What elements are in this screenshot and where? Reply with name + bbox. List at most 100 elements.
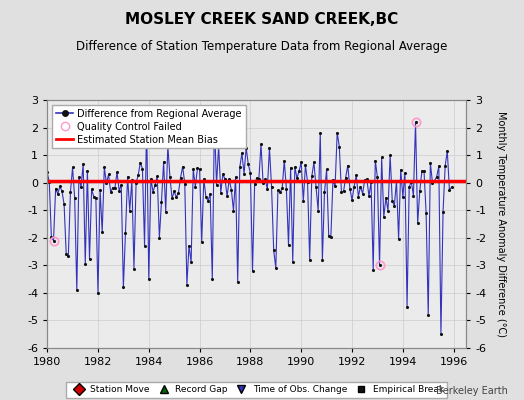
Y-axis label: Monthly Temperature Anomaly Difference (°C): Monthly Temperature Anomaly Difference (… [496,111,506,337]
Point [392,178,401,184]
Point [403,304,411,310]
Text: Berkeley Earth: Berkeley Earth [436,386,508,396]
Point [348,197,356,203]
Point [340,188,348,195]
Point [45,179,53,185]
Point [261,176,269,182]
Point [198,239,206,245]
Point [204,198,212,204]
Point [422,210,430,216]
Point [60,201,68,208]
Point [434,163,443,169]
Point [409,192,418,199]
Point [335,144,344,150]
Point [287,164,295,171]
Point [352,172,361,179]
Point [64,253,72,259]
Point [373,174,381,180]
Point [381,195,390,201]
Point [151,182,159,188]
Point [179,163,187,170]
Point [257,141,265,148]
Point [202,194,210,200]
Point [308,173,316,180]
Point [168,195,176,202]
Point [100,164,108,171]
Point [329,176,337,183]
Point [174,190,182,196]
Point [390,202,399,209]
Point [331,183,339,190]
Point [413,220,422,227]
Point [187,259,195,266]
Point [83,168,92,174]
Point [333,129,342,136]
Point [416,188,424,194]
Point [58,188,66,194]
Point [96,186,104,193]
Point [102,180,111,186]
Point [344,162,352,169]
Point [271,265,280,271]
Point [276,189,284,196]
Point [98,229,106,235]
Point [439,208,447,215]
Point [166,174,174,180]
Point [181,180,189,187]
Point [310,159,318,166]
Point [375,262,384,268]
Point [432,174,441,180]
Point [138,165,147,172]
Point [43,169,51,176]
Point [88,186,96,192]
Point [295,168,303,174]
Point [316,130,324,136]
Point [350,183,358,190]
Point [200,176,208,182]
Point [278,185,286,192]
Point [303,179,312,185]
Point [407,178,416,185]
Point [75,174,83,180]
Point [384,208,392,214]
Point [92,195,100,201]
Point [299,198,308,204]
Point [163,142,172,149]
Point [324,233,333,239]
Point [255,176,263,182]
Point [172,194,180,200]
Point [183,282,191,288]
Point [68,164,77,171]
Point [361,177,369,183]
Point [291,164,299,170]
Point [47,234,56,240]
Point [312,184,320,190]
Text: MOSLEY CREEK SAND CREEK,BC: MOSLEY CREEK SAND CREEK,BC [125,12,399,27]
Point [395,236,403,242]
Point [379,214,388,220]
Point [418,168,426,174]
Point [225,176,233,182]
Point [227,186,236,193]
Point [244,161,253,168]
Point [436,331,445,338]
Point [117,182,125,188]
Point [216,189,225,196]
Point [265,145,274,151]
Text: Difference of Station Temperature Data from Regional Average: Difference of Station Temperature Data f… [77,40,447,53]
Point [85,256,94,262]
Point [90,194,98,200]
Point [282,186,291,192]
Point [124,174,132,180]
Point [301,162,310,168]
Point [405,184,413,190]
Point [195,166,204,172]
Point [219,171,227,178]
Point [134,172,143,178]
Point [53,191,62,197]
Point [240,170,248,177]
Point [371,157,379,164]
Point [280,157,289,164]
Point [248,268,257,274]
Point [236,164,244,170]
